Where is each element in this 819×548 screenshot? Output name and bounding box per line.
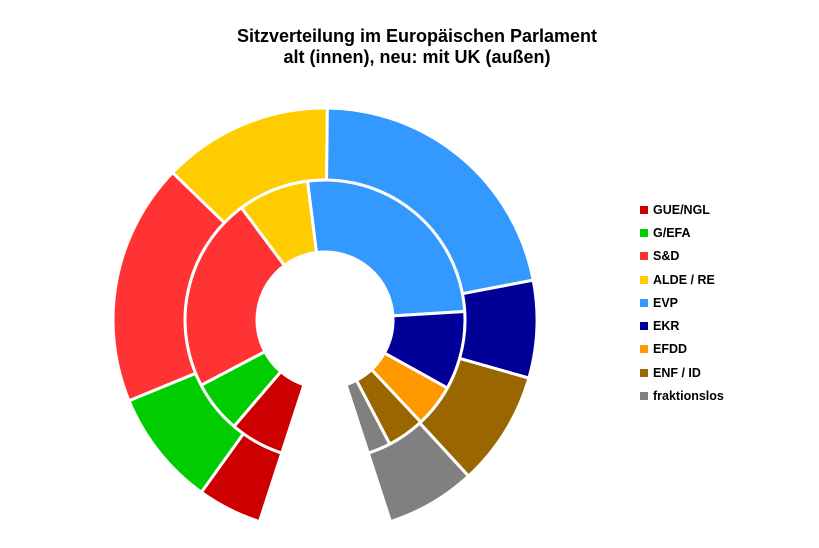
chart-subtitle: alt (innen), neu: mit UK (außen) (283, 47, 551, 67)
legend-label: EVP (653, 295, 679, 310)
legend-label: EKR (653, 319, 680, 334)
legend-swatch (640, 368, 648, 377)
legend-swatch (640, 205, 648, 214)
legend-swatch (640, 252, 648, 261)
legend-item-s-d: S&D (640, 245, 724, 268)
legend-label: GUE/NGL (653, 202, 710, 217)
legend-swatch (640, 228, 648, 237)
legend-item-evp: EVP (640, 291, 724, 314)
legend-label: ENF / ID (653, 365, 701, 380)
legend-swatch (640, 322, 648, 331)
legend-item-alde-re: ALDE / RE (640, 268, 724, 291)
legend-swatch (640, 345, 648, 354)
legend-swatch (640, 392, 648, 401)
legend-swatch (640, 275, 648, 284)
legend-label: G/EFA (653, 225, 691, 240)
chart-legend: GUE/NGL G/EFA S&D ALDE / RE EVP EKR EFDD ENF / … (640, 198, 724, 408)
legend-item-efdd: EFDD (640, 338, 724, 361)
legend-label: S&D (653, 249, 680, 264)
legend-item-g-efa: G/EFA (640, 221, 724, 244)
legend-item-gue-ngl: GUE/NGL (640, 198, 724, 221)
chart-title-line-1: Sitzverteilung im Europäischen Parlament (236, 26, 598, 46)
legend-label: fraktionslos (653, 389, 724, 404)
legend-swatch (640, 298, 648, 307)
legend-label: EFDD (653, 342, 688, 357)
legend-item-enf-id: ENF / ID (640, 361, 724, 384)
chart-title: Sitzverteilung im Europäischen Parlament… (0, 26, 819, 68)
legend-item-ekr: EKR (640, 314, 724, 337)
legend-label: ALDE / RE (653, 272, 715, 287)
outer-slice-fraktionslos (366, 421, 470, 524)
legend-item-fraktionslos: fraktionslos (640, 384, 724, 407)
